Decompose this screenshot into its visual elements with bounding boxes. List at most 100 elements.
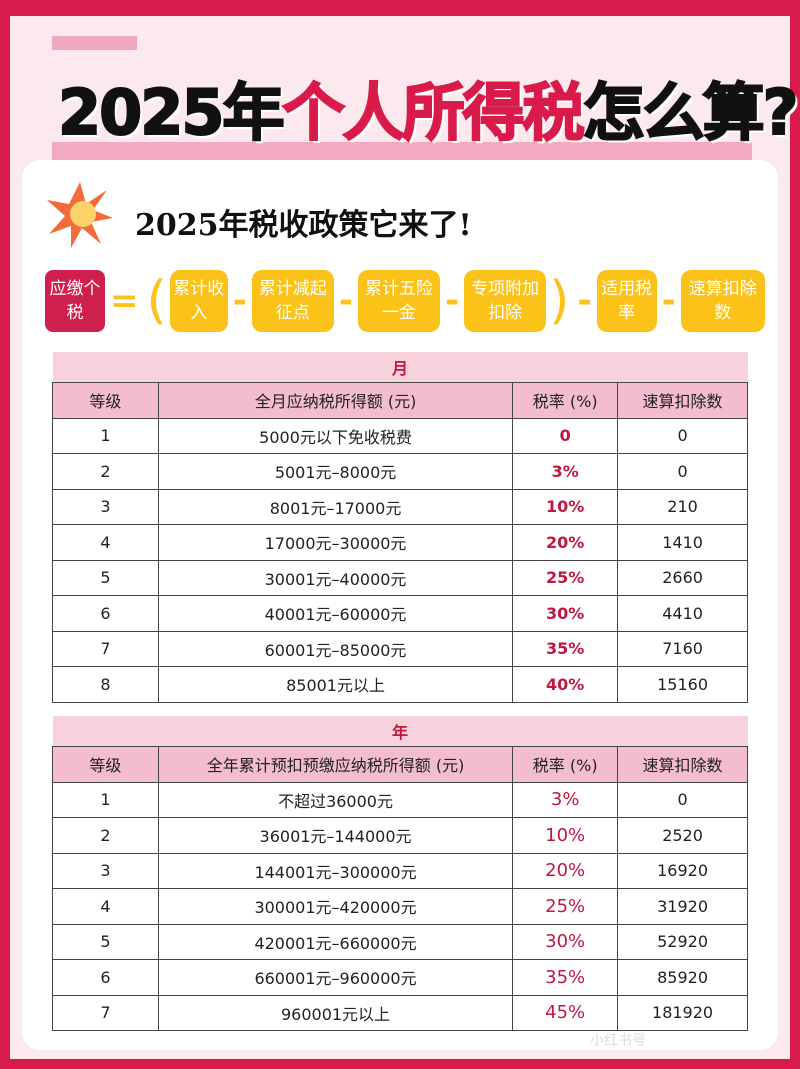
column-header: 全月应纳税所得额 (元) (157, 381, 514, 419)
column-header: 速算扣除数 (617, 381, 748, 419)
page-title: 2025年个人所得税怎么算? (57, 75, 800, 150)
income-range-cell: 30001元–40000元 (157, 559, 514, 596)
table-row: 5 30001元–40000元 25% 2660 (52, 559, 748, 596)
level-cell: 1 (52, 781, 159, 818)
tax-rate-cell: 30% (512, 595, 619, 632)
minus-sign: - (338, 281, 354, 321)
level-cell: 8 (52, 666, 159, 703)
table-row: 6 40001元–60000元 30% 4410 (52, 595, 748, 632)
tax-rate-cell: 10% (512, 817, 619, 854)
quick-deduction-cell: 2520 (617, 817, 748, 854)
quick-deduction-cell: 2660 (617, 559, 748, 596)
tax-rate-cell: 35% (512, 630, 619, 667)
level-cell: 2 (52, 817, 159, 854)
income-range-cell: 5000元以下免收税费 (157, 417, 514, 454)
column-header: 等级 (52, 745, 159, 783)
watermark: 小红书号 (590, 1033, 646, 1049)
tax-rate-cell: 20% (512, 524, 619, 561)
level-cell: 3 (52, 852, 159, 889)
quick-deduction-cell: 31920 (617, 888, 748, 925)
quick-deduction-cell: 181920 (617, 994, 748, 1031)
annual-tax-table: 年等级 全年累计预扣预缴应纳税所得额 (元) 税率 (%) 速算扣除数 1 不超过3600… (52, 716, 748, 1031)
income-range-cell: 60001元–85000元 (157, 630, 514, 667)
table-row: 3 144001元–300000元 20% 16920 (52, 852, 748, 889)
quick-deduction-cell: 16920 (617, 852, 748, 889)
level-cell: 5 (52, 923, 159, 960)
decor-bar (52, 36, 137, 50)
open-paren: ( (146, 271, 167, 331)
table-row: 4 17000元–30000元 20% 1410 (52, 524, 748, 561)
level-cell: 4 (52, 524, 159, 561)
tax-rate-cell: 3% (512, 453, 619, 490)
tax-formula: 应缴个税 = ( 累计收入 - 累计减起征点 - 累计五险一金 - 专项附加扣除… (45, 270, 765, 332)
level-cell: 2 (52, 453, 159, 490)
income-range-cell: 5001元–8000元 (157, 453, 514, 490)
table-row: 8 85001元以上 40% 15160 (52, 666, 748, 703)
tax-rate-cell: 35% (512, 959, 619, 996)
table-row: 7 60001元–85000元 35% 7160 (52, 630, 748, 667)
formula-term: 累计减起征点 (251, 270, 334, 332)
tax-rate-cell: 25% (512, 888, 619, 925)
megaphone-burst-icon (47, 182, 113, 248)
level-cell: 7 (52, 994, 159, 1031)
level-cell: 6 (52, 959, 159, 996)
table-period-band: 月 (52, 352, 748, 382)
quick-deduction-cell: 4410 (617, 595, 748, 632)
table-row: 1 5000元以下免收税费 0 0 (52, 417, 748, 454)
level-cell: 6 (52, 595, 159, 632)
income-range-cell: 300001元–420000元 (157, 888, 514, 925)
column-header: 速算扣除数 (617, 745, 748, 783)
table-header-row: 等级 全月应纳税所得额 (元) 税率 (%) 速算扣除数 (52, 381, 748, 419)
table-row: 2 36001元–144000元 10% 2520 (52, 817, 748, 854)
quick-deduction-cell: 1410 (617, 524, 748, 561)
table-header-row: 等级 全年累计预扣预缴应纳税所得额 (元) 税率 (%) 速算扣除数 (52, 745, 748, 783)
formula-result: 应缴个税 (45, 270, 105, 332)
tax-rate-cell: 10% (512, 488, 619, 525)
minus-sign: - (445, 281, 460, 321)
minus-sign: - (232, 281, 247, 321)
income-range-cell: 8001元–17000元 (157, 488, 514, 525)
income-range-cell: 不超过36000元 (157, 781, 514, 818)
formula-term: 适用税率 (596, 270, 657, 332)
table-period-band: 年 (52, 716, 748, 746)
income-range-cell: 40001元–60000元 (157, 595, 514, 632)
table-row: 3 8001元–17000元 10% 210 (52, 488, 748, 525)
quick-deduction-cell: 15160 (617, 666, 748, 703)
quick-deduction-cell: 85920 (617, 959, 748, 996)
tax-rate-cell: 0 (512, 417, 619, 454)
tax-rate-cell: 45% (512, 994, 619, 1031)
table-row: 5 420001元–660000元 30% 52920 (52, 923, 748, 960)
minus-sign: - (661, 281, 676, 321)
quick-deduction-cell: 210 (617, 488, 748, 525)
level-cell: 3 (52, 488, 159, 525)
table-row: 7 960001元以上 45% 181920 (52, 994, 748, 1031)
level-cell: 1 (52, 417, 159, 454)
quick-deduction-cell: 7160 (617, 630, 748, 667)
level-cell: 5 (52, 559, 159, 596)
quick-deduction-cell: 0 (617, 417, 748, 454)
income-range-cell: 144001元–300000元 (157, 852, 514, 889)
table-row: 2 5001元–8000元 3% 0 (52, 453, 748, 490)
tax-rate-cell: 20% (512, 852, 619, 889)
income-range-cell: 85001元以上 (157, 666, 514, 703)
tax-rate-cell: 30% (512, 923, 619, 960)
tax-rate-cell: 3% (512, 781, 619, 818)
formula-term: 速算扣除数 (680, 270, 765, 332)
equals-sign: = (110, 281, 139, 321)
subtitle: 2025年税收政策它来了! (135, 208, 472, 243)
tax-rate-cell: 40% (512, 666, 619, 703)
close-paren: ) (549, 271, 570, 331)
income-range-cell: 36001元–144000元 (157, 817, 514, 854)
income-range-cell: 660001元–960000元 (157, 959, 514, 996)
quick-deduction-cell: 0 (617, 453, 748, 490)
column-header: 税率 (%) (512, 381, 619, 419)
period-label: 年 (52, 716, 748, 746)
table-row: 1 不超过36000元 3% 0 (52, 781, 748, 818)
table-row: 6 660001元–960000元 35% 85920 (52, 959, 748, 996)
operator-sign: - (577, 281, 592, 321)
formula-term: 专项附加扣除 (464, 270, 547, 332)
income-range-cell: 17000元–30000元 (157, 524, 514, 561)
tax-rate-cell: 25% (512, 559, 619, 596)
level-cell: 7 (52, 630, 159, 667)
income-range-cell: 960001元以上 (157, 994, 514, 1031)
